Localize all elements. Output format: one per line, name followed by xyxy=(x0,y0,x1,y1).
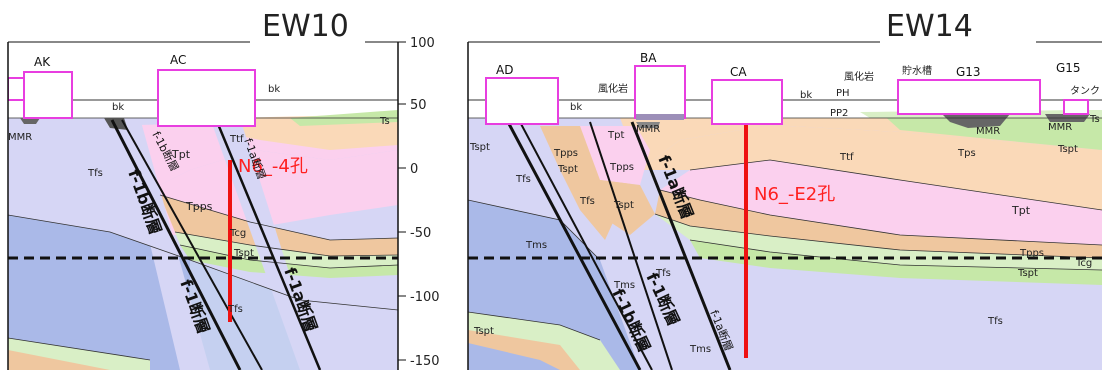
left-label-tcg: Tcg xyxy=(229,228,246,239)
right-label-tspt1: Tspt xyxy=(469,142,490,153)
right-label-tpps2: Tpps xyxy=(609,162,634,173)
left-label-ak: AK xyxy=(34,55,51,69)
left-label-ttf: Ttf xyxy=(229,134,244,145)
left-fault-f1b-line xyxy=(110,119,242,370)
axis-tick-50: 50 xyxy=(410,98,427,113)
right-label-tpt2: Tpt xyxy=(1011,204,1031,217)
right-label-tspt5: Tspt xyxy=(1017,268,1038,279)
right-label-tps: Tps xyxy=(957,148,976,159)
right-label-ph: PH xyxy=(836,88,850,99)
left-section-ew10 xyxy=(7,41,399,370)
left-tspt-layer xyxy=(175,232,398,268)
axis-tick-0: 0 xyxy=(410,162,418,177)
right-facility-g13 xyxy=(897,79,1041,115)
right-label-tpps3: Tpps xyxy=(1019,248,1044,259)
right-label-tspt4: Tspt xyxy=(1057,144,1078,155)
left-label-tpps: Tpps xyxy=(185,200,213,213)
right-borehole-label: N6_-E2孔 xyxy=(754,184,835,205)
left-label-ac: AC xyxy=(170,53,186,67)
right-label-tspt6: Tspt xyxy=(473,326,494,337)
left-label-bk1: bk xyxy=(112,102,124,113)
right-label-tms3: Tms xyxy=(689,344,711,355)
left-label-tfs1: Tfs xyxy=(87,168,103,179)
left-tms-layer xyxy=(8,215,190,370)
right-label-weathered2: 風化岩 xyxy=(844,70,874,83)
right-tpt-layer xyxy=(660,160,1102,245)
right-label-g13: G13 xyxy=(956,65,981,79)
right-facility-g15 xyxy=(1063,99,1089,115)
depth-axis: 100 50 0 -50 -100 -150 xyxy=(398,36,440,369)
right-label-g15: G15 xyxy=(1056,61,1081,75)
right-label-pp2: PP2 xyxy=(830,108,848,119)
axis-tick-m150: -150 xyxy=(410,354,440,369)
right-label-tfs1: Tfs xyxy=(515,174,531,185)
left-fault-f1-line xyxy=(121,119,263,370)
right-facility-ca xyxy=(711,79,783,125)
right-section-ew14 xyxy=(467,41,1102,370)
right-tspt-layer xyxy=(655,214,1102,270)
right-label-tspt2: Tspt xyxy=(557,164,578,175)
right-label-tank: タンク xyxy=(1070,85,1100,97)
right-label-tms2: Tms xyxy=(613,280,635,291)
right-facility-ad xyxy=(485,77,559,125)
right-label-tfs2: Tfs xyxy=(579,196,595,207)
left-label-ts: Ts xyxy=(379,116,390,127)
right-label-water-tank: 貯水槽 xyxy=(902,64,932,77)
right-label-mmr1: MMR xyxy=(636,124,660,135)
right-label-tpt1: Tpt xyxy=(607,130,624,141)
right-label-weathered1: 風化岩 xyxy=(598,82,628,95)
right-fault-f1a2-line xyxy=(630,121,732,370)
right-label-ad: AD xyxy=(496,63,513,77)
right-fault-f1a-line xyxy=(589,121,673,370)
right-label-tfs4: Tfs xyxy=(987,316,1003,327)
right-label-tspt3: Tspt xyxy=(613,200,634,211)
right-fault-f1b-line xyxy=(506,121,642,370)
left-label-mmr: MMR xyxy=(8,132,32,143)
left-tpps-layer xyxy=(160,195,398,256)
right-facility-ba xyxy=(634,65,686,119)
axis-tick-m50: -50 xyxy=(410,226,431,241)
right-label-tcg: Tcg xyxy=(1075,258,1092,269)
left-label-bk2: bk xyxy=(268,84,280,95)
left-facility-ac xyxy=(157,69,256,127)
left-facility-ak xyxy=(23,71,73,119)
right-label-ts: Ts xyxy=(1089,114,1100,125)
right-label-ca: CA xyxy=(730,65,747,79)
right-label-ttf: Ttf xyxy=(839,152,854,163)
right-label-mmr3: MMR xyxy=(1048,122,1072,133)
right-label-tfs3: Tfs xyxy=(655,268,671,279)
title-ew10: EW10 xyxy=(262,9,349,44)
left-label-tspt: Tspt xyxy=(233,248,254,259)
right-label-tpps1: Tpps xyxy=(553,148,578,159)
right-label-bk2: bk xyxy=(800,90,812,101)
title-ew14: EW14 xyxy=(886,9,973,44)
right-label-bk1: bk xyxy=(570,102,582,113)
left-fault-f1a-line xyxy=(216,123,322,370)
right-tpps-layer xyxy=(655,190,1102,258)
axis-tick-m100: -100 xyxy=(410,290,440,305)
right-fault-f1-line xyxy=(519,121,653,370)
axis-tick-100: 100 xyxy=(410,36,435,51)
left-borehole-label: N6_-4孔 xyxy=(238,156,308,177)
right-label-ba: BA xyxy=(640,51,657,65)
left-label-tpt: Tpt xyxy=(171,148,191,161)
left-label-tfs2: Tfs xyxy=(227,304,243,315)
right-label-tms1: Tms xyxy=(525,240,547,251)
right-label-mmr2: MMR xyxy=(976,126,1000,137)
